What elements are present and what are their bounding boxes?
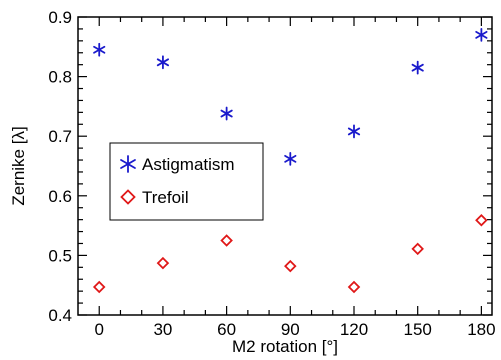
legend: Astigmatism Trefoil	[109, 142, 264, 221]
astigmatism-point	[475, 27, 488, 42]
trefoil-point	[411, 242, 424, 256]
x-tick-label: 150	[404, 320, 432, 339]
astigmatism-point	[411, 60, 424, 75]
trefoil-point	[475, 213, 488, 227]
x-axis-ticks: 0 30 60 90 120 150 180	[94, 17, 496, 339]
y-tick-label: 0.6	[48, 187, 72, 206]
x-tick-label: 180	[467, 320, 495, 339]
astigmatism-point	[93, 42, 106, 57]
astigmatism-point	[284, 151, 297, 166]
x-tick-label: 0	[94, 320, 103, 339]
legend-label: Astigmatism	[142, 155, 235, 174]
y-tick-label: 0.4	[48, 306, 72, 325]
trefoil-point	[347, 280, 361, 294]
trefoil-point	[220, 234, 233, 247]
y-tick-label: 0.7	[48, 127, 72, 146]
legend-label: Trefoil	[142, 188, 189, 207]
y-tick-label: 0.9	[48, 8, 72, 27]
x-tick-label: 120	[340, 320, 368, 339]
legend-trefoil-icon	[120, 189, 136, 205]
trefoil-point	[92, 280, 106, 294]
trefoil-point	[284, 259, 297, 273]
legend-box	[109, 142, 264, 221]
x-tick-label: 90	[281, 320, 300, 339]
y-tick-label: 0.8	[48, 68, 72, 87]
x-axis-label: M2 rotation [°]	[232, 337, 338, 356]
legend-astigmatism-icon	[120, 155, 136, 173]
plot-area	[77, 16, 493, 316]
y-tick-label: 0.5	[48, 246, 72, 265]
y-axis-label: Zernike [λ]	[9, 126, 28, 205]
astigmatism-point	[347, 124, 361, 139]
astigmatism-point	[156, 55, 170, 70]
trefoil-point	[156, 256, 170, 270]
astigmatism-point	[220, 106, 233, 121]
plot-frame	[77, 16, 493, 316]
x-tick-label: 30	[153, 320, 172, 339]
x-tick-label: 60	[217, 320, 236, 339]
data-markers	[92, 27, 488, 294]
y-axis-ticks: 0.4 0.5 0.6 0.7 0.8 0.9	[48, 8, 492, 325]
